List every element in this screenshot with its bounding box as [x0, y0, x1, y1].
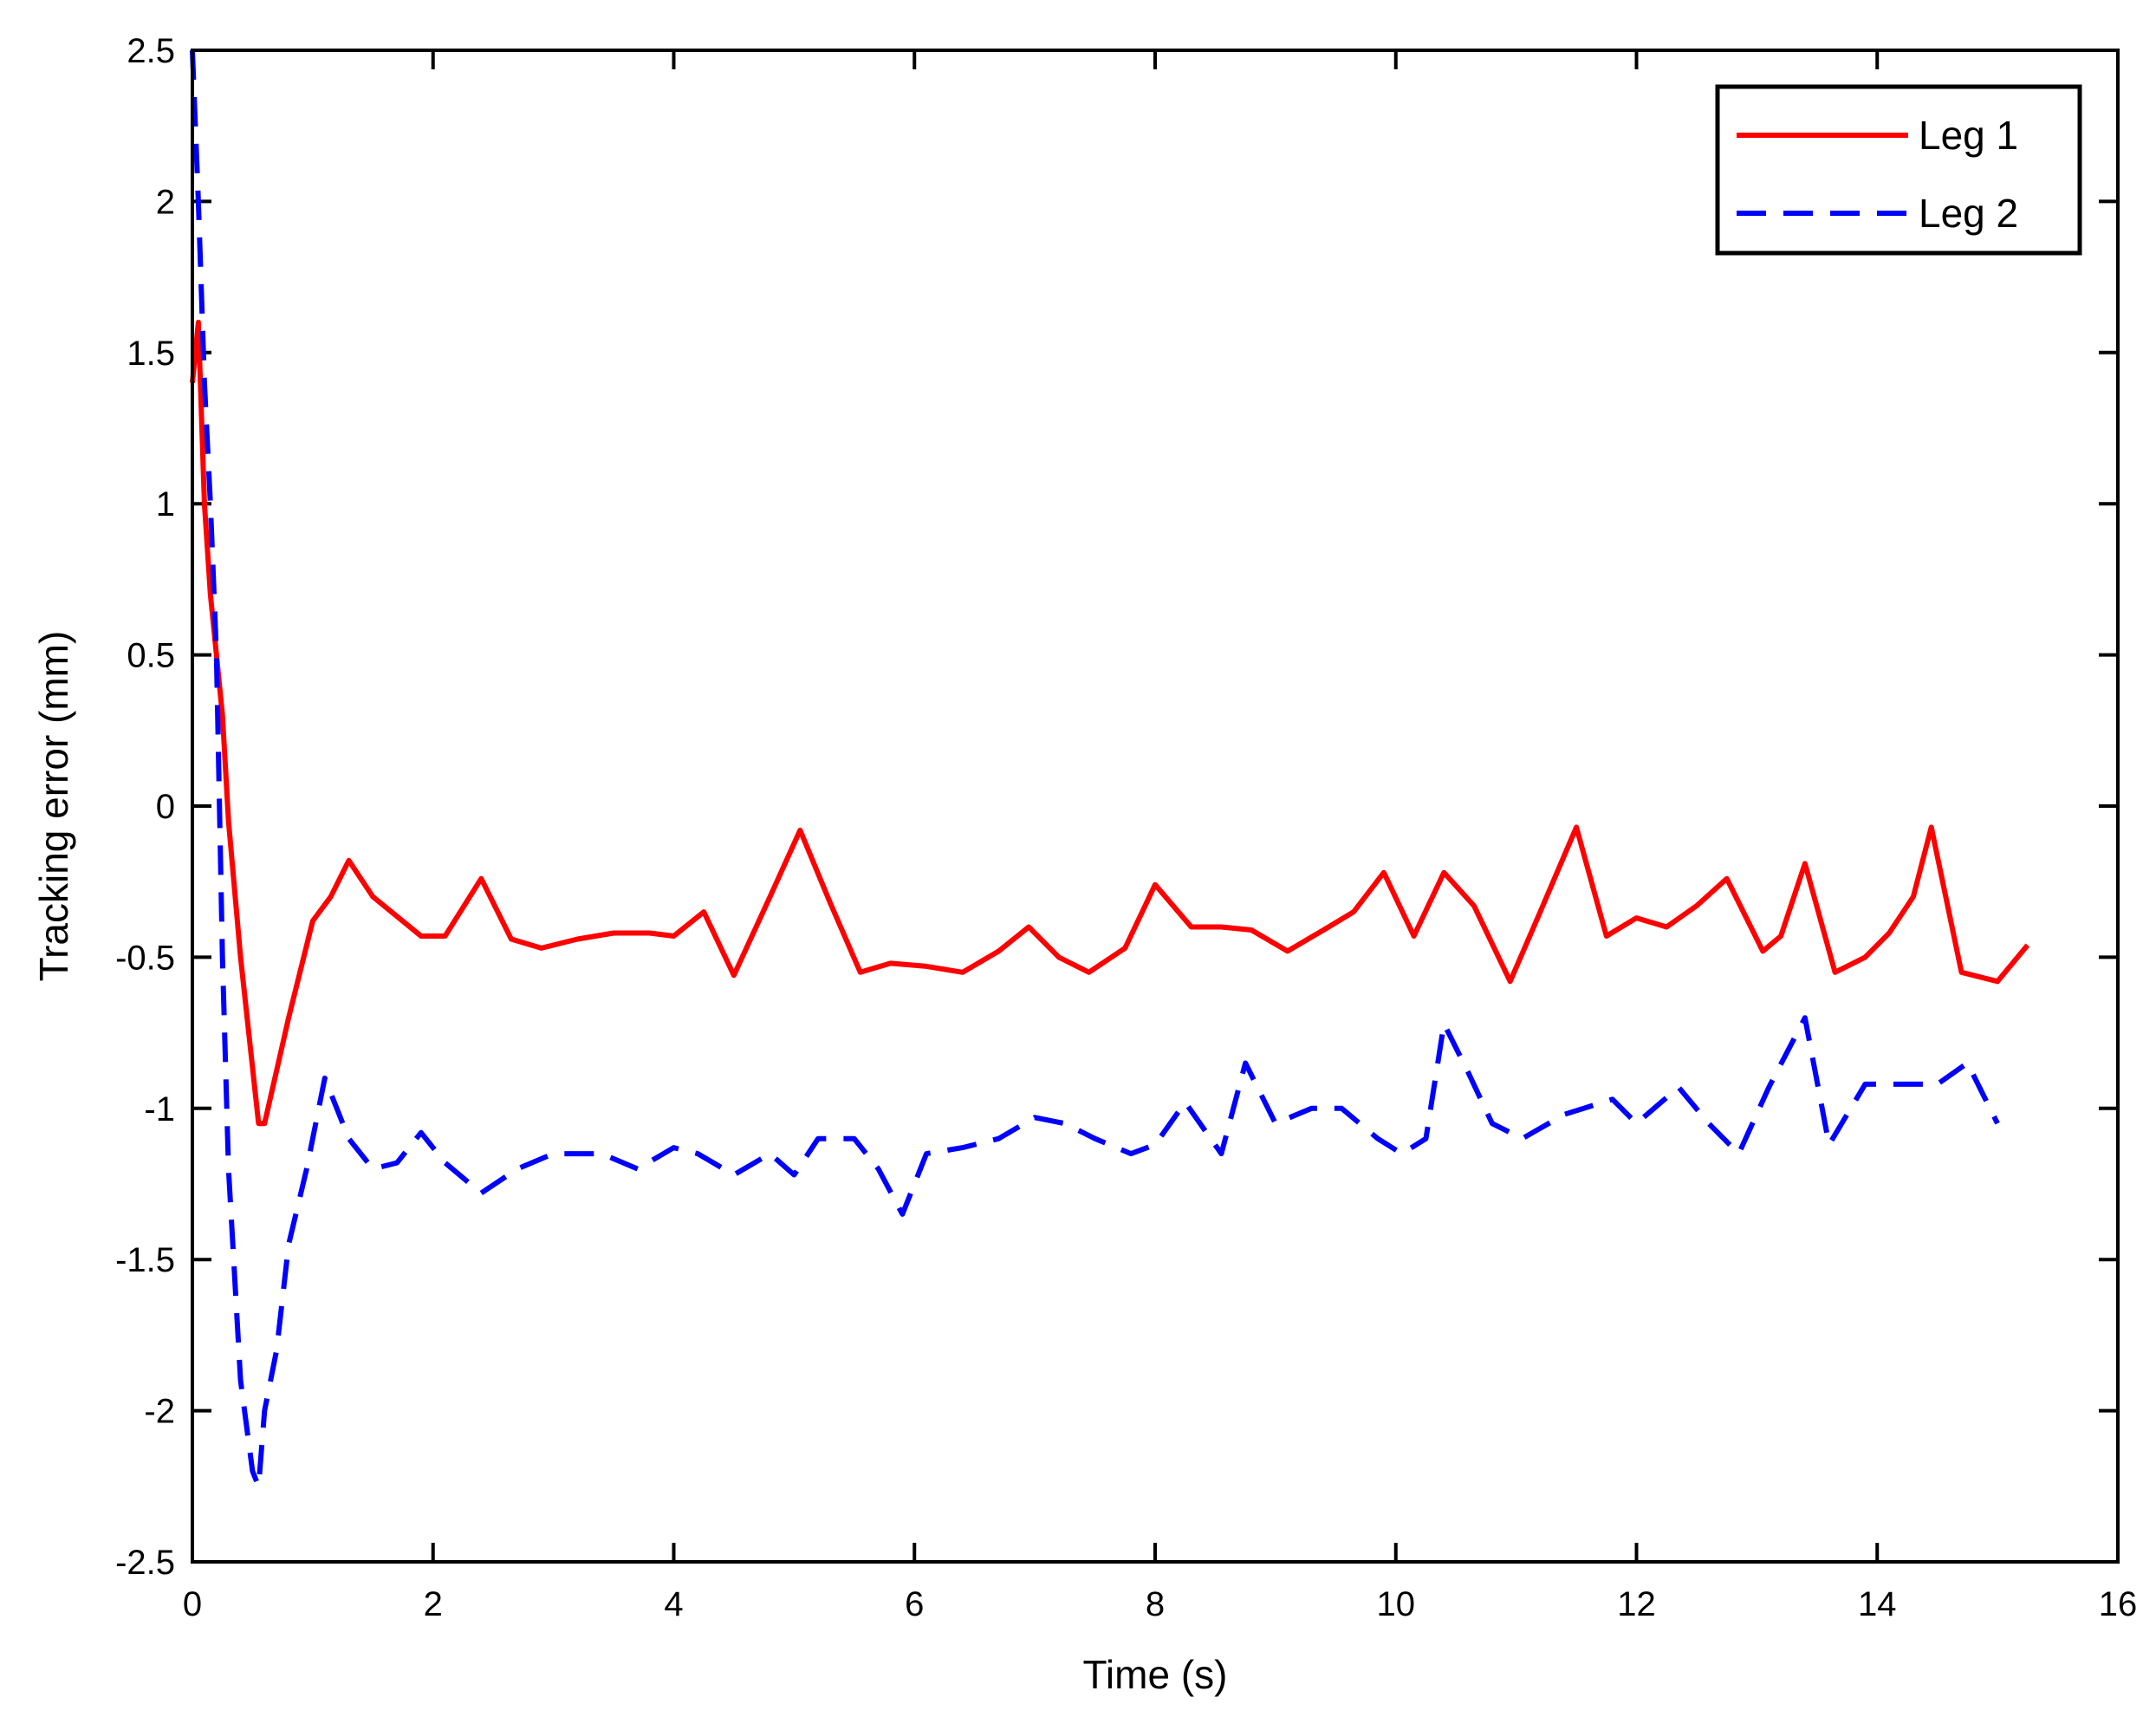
- legend-label-leg-2: Leg 2: [1919, 191, 2018, 236]
- x-tick-label: 6: [905, 1585, 924, 1623]
- y-tick-label: 0: [156, 788, 175, 826]
- y-tick-label: 0.5: [127, 637, 175, 675]
- y-tick-label: -2.5: [115, 1544, 175, 1582]
- legend: Leg 1 Leg 2: [1715, 84, 2082, 256]
- y-tick-label: -2: [144, 1393, 175, 1431]
- y-axis-title: Tracking error (mm): [31, 631, 76, 982]
- x-tick-label: 12: [1617, 1585, 1656, 1623]
- x-tick-label: 0: [183, 1585, 202, 1623]
- y-tick-label: 2: [156, 183, 175, 221]
- y-tick-label: 1.5: [127, 335, 175, 373]
- legend-box: [1715, 84, 2082, 256]
- x-axis-title: Time (s): [1083, 1652, 1228, 1697]
- y-tick-label: -0.5: [115, 939, 175, 977]
- x-tick-label: 16: [2099, 1585, 2138, 1623]
- y-tick-label: -1.5: [115, 1241, 175, 1279]
- tick-labels: 0 2 4 6 8 10 12 14 16 2.5 2 1.5 1 0.5 0 -0.5 -1 -1.5 -2 -2.…: [115, 32, 2137, 1623]
- legend-label-leg-1: Leg 1: [1919, 113, 2018, 158]
- y-tick-label: 1: [156, 485, 175, 524]
- series-line-leg-1: [190, 319, 2030, 1127]
- series-line-leg-2: [190, 49, 2000, 1489]
- plot-frame: [191, 49, 2120, 1564]
- x-tick-label: 4: [664, 1585, 683, 1623]
- plot-area: [192, 50, 2118, 1562]
- x-tick-label: 14: [1858, 1585, 1897, 1623]
- series-lines: [190, 49, 2030, 1489]
- y-tick-label: -1: [144, 1090, 175, 1128]
- x-tick-label: 10: [1377, 1585, 1416, 1623]
- x-tick-label: 8: [1146, 1585, 1165, 1623]
- y-tick-label: 2.5: [127, 32, 175, 70]
- x-tick-label: 2: [424, 1585, 443, 1623]
